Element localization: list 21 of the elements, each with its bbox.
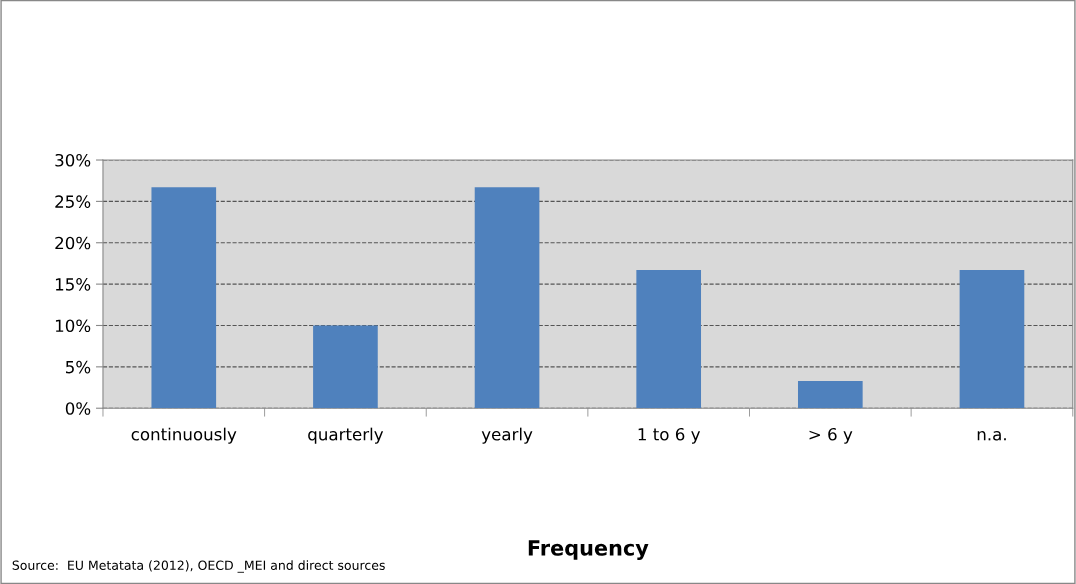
x-tick-label: quarterly bbox=[308, 427, 384, 444]
bar bbox=[959, 270, 1025, 409]
x-tick-label: 1 to 6 y bbox=[638, 427, 701, 444]
bar bbox=[313, 325, 378, 409]
y-tick-label: 25% bbox=[55, 195, 91, 208]
source-note: Source: EU Metatata (2012), OECD _MEI and direct sources bbox=[12, 560, 385, 573]
bar bbox=[636, 270, 702, 409]
bar bbox=[151, 187, 217, 409]
x-tick-label: > 6 y bbox=[809, 427, 853, 444]
x-tick-label: n.a. bbox=[977, 430, 1006, 441]
y-tick-label: 10% bbox=[55, 319, 91, 333]
x-axis-title: Frequency bbox=[528, 540, 649, 560]
y-tick-label: 20% bbox=[55, 236, 91, 250]
x-tick-label: continuously bbox=[131, 427, 237, 444]
y-tick-label: 15% bbox=[55, 278, 91, 291]
y-tick-label: 5% bbox=[66, 360, 91, 374]
bar bbox=[474, 187, 540, 409]
x-tick-label: yearly bbox=[481, 427, 533, 444]
bar bbox=[798, 380, 863, 409]
y-tick-label: 30% bbox=[55, 153, 91, 167]
y-tick-label: 0% bbox=[65, 402, 91, 415]
